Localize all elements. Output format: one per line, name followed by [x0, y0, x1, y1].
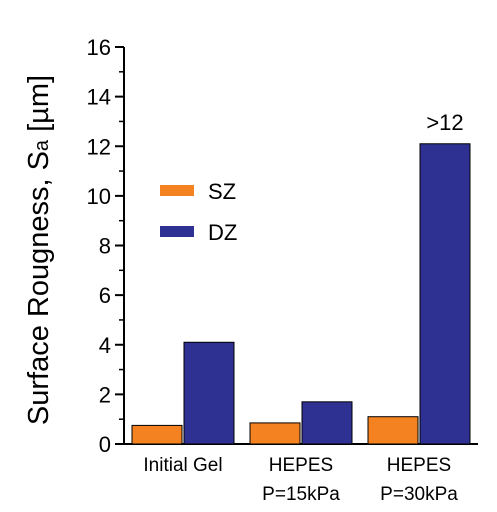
bars	[131, 143, 471, 445]
x-category-label: HEPES	[387, 455, 451, 476]
y-ticks: 0 2 4 6 8 10 12 14 16	[87, 35, 124, 457]
legend: SZ DZ	[160, 179, 237, 245]
y-axis-label-main: Surface Rougness, S	[23, 151, 55, 425]
y-tick-label: 2	[99, 382, 111, 407]
annotations: >12	[426, 110, 463, 135]
y-tick-label: 0	[99, 432, 111, 457]
x-category-label: P=15kPa	[262, 484, 340, 505]
bar-dz-1	[301, 401, 353, 445]
y-tick-label: 6	[99, 283, 111, 308]
y-tick-label: 10	[87, 184, 111, 209]
y-tick-label: 14	[87, 85, 111, 110]
bar-dz-0	[183, 341, 235, 445]
bar-sz-0	[131, 424, 183, 445]
bar-sz-1	[249, 422, 301, 445]
bar-dz-2	[419, 143, 471, 445]
y-axis-label-subscript: a	[31, 139, 53, 151]
legend-label-dz: DZ	[208, 220, 237, 245]
legend-swatch-sz	[160, 185, 194, 196]
x-category-label: HEPES	[269, 455, 333, 476]
y-tick-label: 12	[87, 134, 111, 159]
legend-label-sz: SZ	[208, 179, 236, 204]
y-tick-label: 16	[87, 35, 111, 60]
y-axis-label: Surface Rougness, Sa [µm]	[23, 75, 55, 425]
x-category-labels: Initial Gel HEPES P=15kPa HEPES P=30kPa	[143, 455, 458, 505]
y-tick-label: 8	[99, 234, 111, 259]
bar-annotation: >12	[426, 110, 463, 135]
y-axis-label-unit: [µm]	[23, 75, 55, 140]
y-tick-label: 4	[99, 333, 111, 358]
x-category-label: P=30kPa	[380, 484, 458, 505]
x-category-label: Initial Gel	[143, 455, 222, 476]
legend-swatch-dz	[160, 226, 194, 237]
bar-sz-2	[367, 416, 419, 445]
